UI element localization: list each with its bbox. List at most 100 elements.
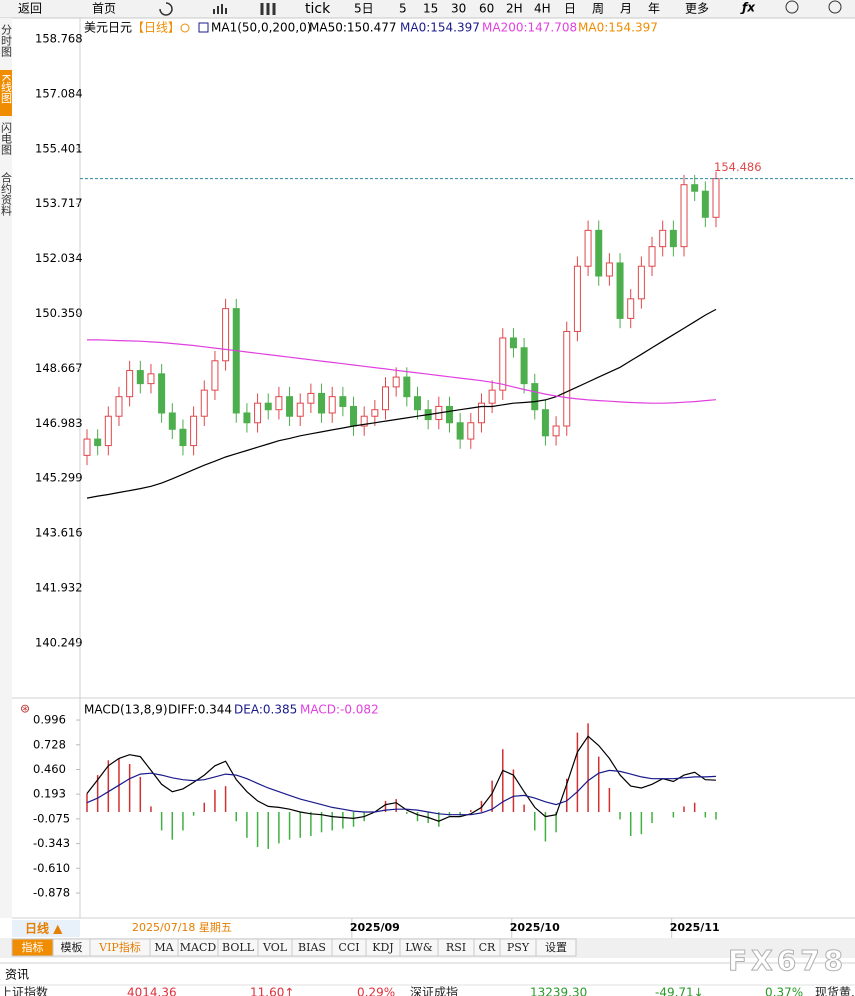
period-button-bg[interactable] (12, 920, 80, 937)
toolbar-button[interactable]: 15 (423, 2, 438, 16)
toolbar-button[interactable]: 60 (479, 2, 494, 16)
candle-body (413, 396, 421, 411)
x-tick-label: 2025/11 (670, 921, 720, 934)
status-item: 13239.30 (530, 986, 587, 996)
indicator-tab[interactable]: PSY (507, 941, 530, 954)
macd-icon[interactable]: ⊛ (20, 702, 30, 716)
x-tick-label: 2025/09 (350, 921, 400, 934)
indicator-tab[interactable]: MA (154, 941, 174, 954)
candle-body (605, 262, 613, 277)
candle-body (509, 337, 517, 349)
candle-body (200, 389, 208, 417)
y-tick-label: 146.983 (35, 416, 83, 430)
indicator-tab[interactable]: LW& (405, 941, 433, 954)
y-tick-label: 148.667 (35, 361, 83, 375)
candle-body (350, 405, 358, 427)
line-ma50 (86, 308, 717, 499)
toolbar-button[interactable]: 4H (534, 2, 551, 16)
side-tab[interactable]: 闪电图 (0, 121, 13, 156)
side-tab-active[interactable] (0, 70, 12, 116)
candle-body (115, 396, 123, 417)
candle-body (488, 389, 496, 404)
y-tick-label: 158.768 (35, 31, 83, 45)
candle-body (627, 298, 635, 319)
candle-body (126, 370, 134, 398)
indicator-tab[interactable]: 设置 (545, 941, 567, 954)
status-item: 4014.36 (127, 986, 177, 996)
candle-body (382, 386, 390, 411)
candle-body (254, 402, 262, 424)
candle-body (445, 405, 453, 424)
indicator-tab[interactable]: VOL (262, 941, 288, 954)
candle-body (136, 370, 144, 385)
indicator-tab[interactable]: BOLL (222, 941, 255, 954)
bar-chart-icon[interactable] (213, 4, 227, 14)
date-strip (12, 918, 855, 938)
toolbar-button[interactable]: 月 (620, 2, 632, 16)
period-button[interactable]: 日线 ▲ (25, 921, 63, 936)
status-item: 上证指数 (0, 985, 48, 996)
zoom-out-icon[interactable] (785, 0, 799, 14)
candle-body (286, 396, 294, 417)
candle-body (691, 184, 699, 192)
y-tick-label: 141.932 (35, 581, 83, 595)
news-tab[interactable]: 资讯 (5, 968, 29, 982)
toolbar-button[interactable]: 日 (564, 2, 576, 16)
toolbar-button[interactable]: 更多 (685, 2, 709, 16)
candle-body (403, 376, 411, 398)
indicator-tab[interactable]: KDJ (372, 941, 393, 954)
status-item: 11.60↑ (250, 986, 294, 996)
zoom-in-icon[interactable] (828, 0, 842, 14)
indicator-tab[interactable]: CCI (338, 941, 359, 954)
indicator-tab[interactable]: MACD (180, 941, 217, 954)
y-tick-label: 0.460 (33, 762, 66, 776)
candle-body (232, 308, 240, 414)
candle-body (158, 373, 166, 414)
y-tick-label: -0.878 (33, 886, 70, 900)
toolbar-button[interactable]: tick (305, 1, 331, 17)
watermark: FX678 (728, 944, 847, 977)
toolbar-button[interactable]: 年 (648, 2, 660, 16)
side-tab[interactable]: 分时图 (0, 24, 13, 58)
toolbar-button[interactable]: 2H (506, 2, 523, 16)
candle-body (264, 402, 272, 411)
indicator-tab[interactable]: RSI (446, 941, 466, 954)
candle-body (701, 190, 709, 218)
legend-entry: MACD:-0.082 (300, 703, 379, 717)
toolbar-button[interactable]: 返回 (18, 2, 42, 16)
refresh-icon[interactable] (159, 2, 173, 16)
status-item: 现货黄... (815, 985, 855, 996)
toolbar-button[interactable]: 5日 (354, 2, 374, 16)
candle-icon[interactable] (260, 3, 276, 15)
candle-body (637, 265, 645, 300)
indicator-tab[interactable]: 模板 (61, 940, 83, 954)
symbol-title: 美元日元 (84, 21, 132, 35)
toolbar-button[interactable]: 首页 (92, 2, 116, 16)
candle-body (243, 412, 251, 424)
indicator-tab[interactable]: VIP指标 (98, 940, 141, 954)
candle-body (104, 415, 112, 447)
candle-body (371, 409, 379, 417)
candle-body (211, 360, 219, 391)
last-price-label: 154.486 (714, 160, 762, 174)
indicator-tab[interactable]: 指标 (22, 940, 44, 954)
candle-body (477, 402, 485, 424)
y-tick-label: 150.350 (35, 306, 83, 320)
indicator-tab[interactable]: CR (479, 941, 496, 954)
toolbar-button[interactable]: 30 (451, 2, 466, 16)
candle-body (520, 347, 528, 385)
ma-icon[interactable] (198, 22, 209, 33)
indicator-tab-bg[interactable] (535, 938, 577, 957)
legend-entry: MA0:154.397 (400, 21, 480, 35)
fx-icon[interactable]: ƒx (740, 1, 756, 15)
toolbar-button[interactable]: 5 (399, 2, 407, 16)
y-tick-label: 155.401 (35, 141, 83, 155)
side-bar (0, 18, 12, 918)
side-tab[interactable]: K线图 (0, 74, 13, 104)
indicator-tab[interactable]: BIAS (298, 941, 326, 954)
toolbar-button[interactable]: 周 (592, 2, 604, 16)
candle-body (360, 415, 368, 427)
settings-icon[interactable] (180, 23, 190, 33)
side-tab[interactable]: 合约资料 (0, 171, 13, 217)
candle-body (147, 373, 155, 385)
